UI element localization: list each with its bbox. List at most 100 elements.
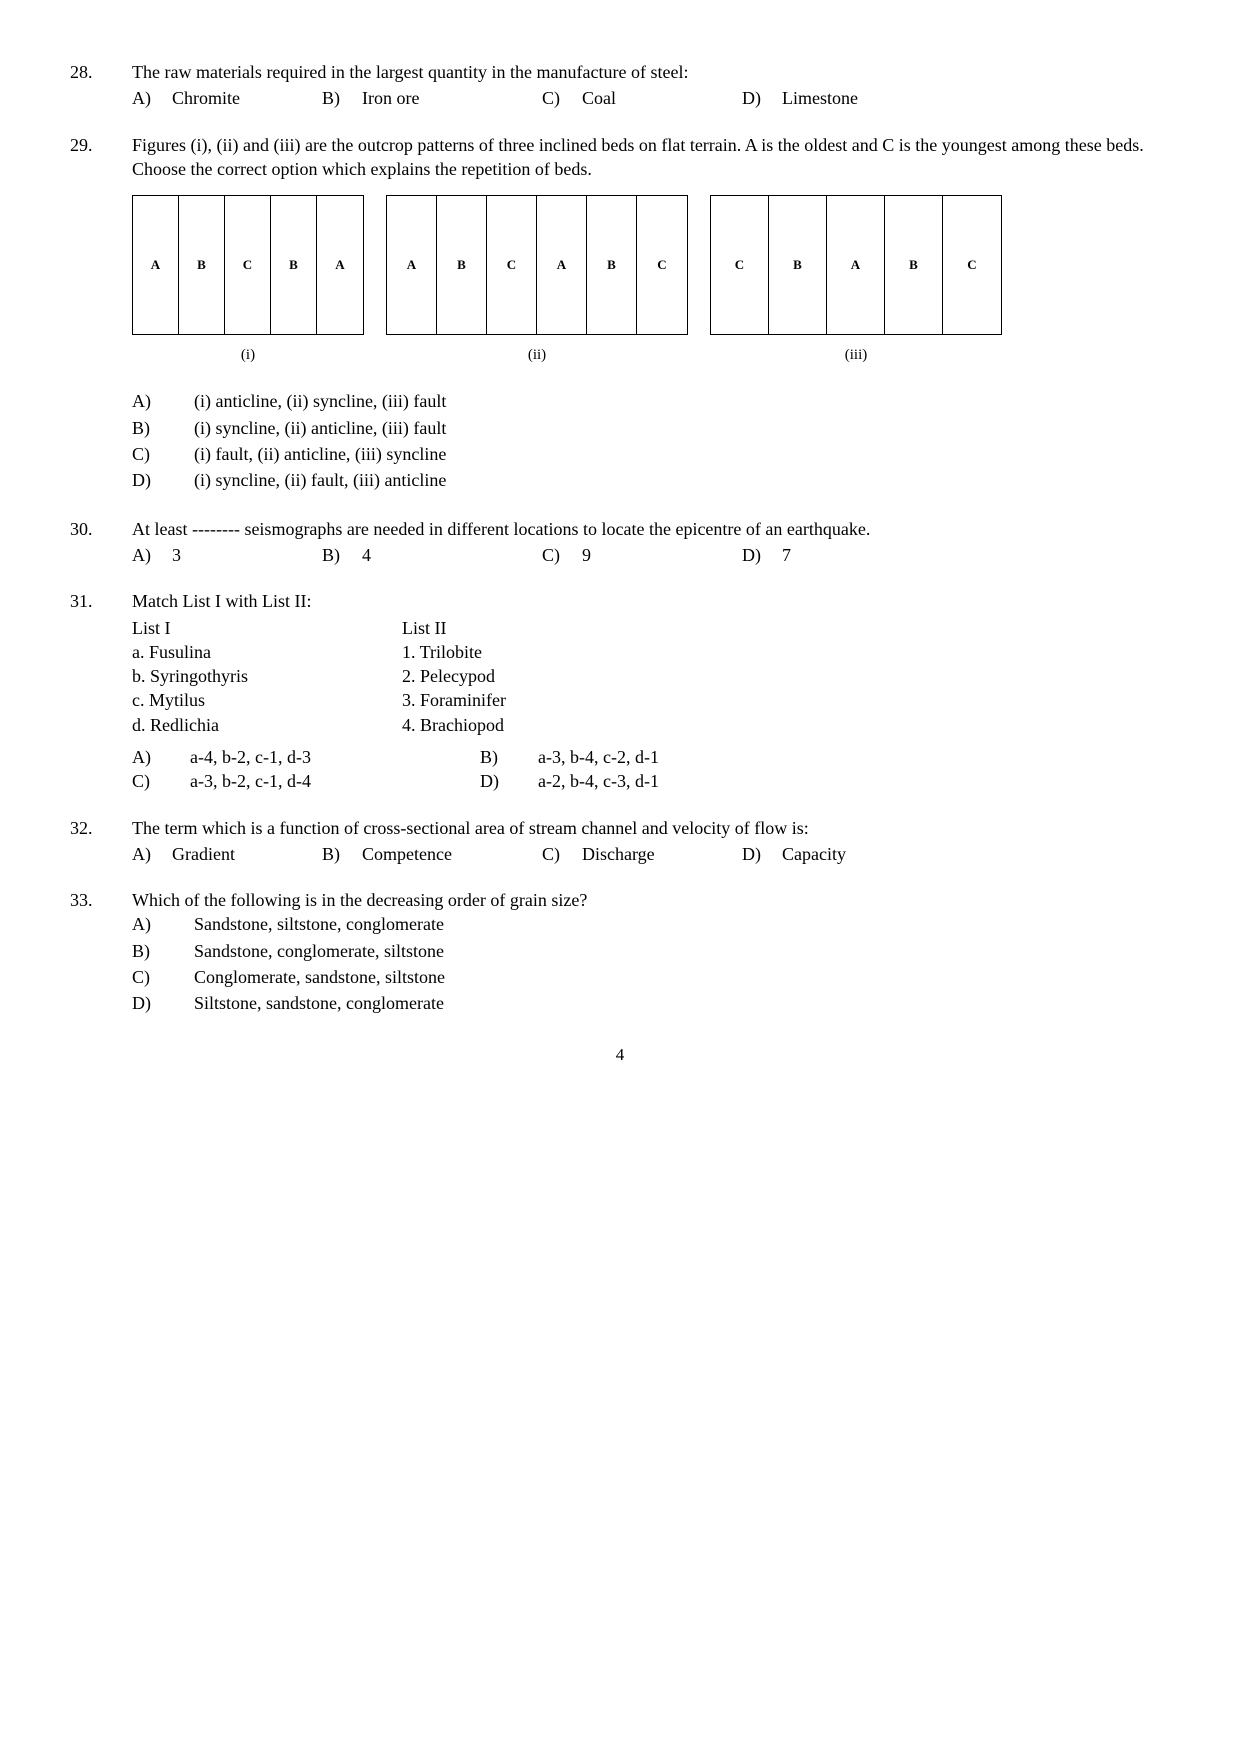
q29-opt-b-text: (i) syncline, (ii) anticline, (iii) faul… bbox=[194, 416, 446, 440]
page-number: 4 bbox=[70, 1044, 1170, 1067]
q29-opt-c-letter: C) bbox=[132, 442, 194, 466]
q31-list1-head: List I bbox=[132, 616, 402, 640]
q29-opt-d-text: (i) syncline, (ii) fault, (iii) anticlin… bbox=[194, 468, 446, 492]
question-33: 33. Which of the following is in the dec… bbox=[70, 888, 1170, 1017]
q33-opt-b-letter: B) bbox=[132, 939, 194, 963]
q29-d1-label: (i) bbox=[241, 345, 255, 365]
q32-opt-d-text: Capacity bbox=[782, 842, 846, 866]
q29-d1-cell: A bbox=[317, 196, 363, 334]
q29-opt-c-text: (i) fault, (ii) anticline, (iii) synclin… bbox=[194, 442, 446, 466]
question-32: 32. The term which is a function of cros… bbox=[70, 816, 1170, 867]
q29-d3-cell: B bbox=[885, 196, 943, 334]
q31-list1-item: d. Redlichia bbox=[132, 713, 402, 737]
question-31: 31. Match List I with List II: List I a.… bbox=[70, 589, 1170, 793]
q33-opt-a-letter: A) bbox=[132, 912, 194, 936]
q31-opt-a-text: a-4, b-2, c-1, d-3 bbox=[190, 745, 480, 769]
q30-opt-c-text: 9 bbox=[582, 543, 591, 567]
q33-opt-c-text: Conglomerate, sandstone, siltstone bbox=[194, 965, 445, 989]
q30-opt-d-letter: D) bbox=[742, 543, 782, 567]
q32-opt-c-letter: C) bbox=[542, 842, 582, 866]
q31-number: 31. bbox=[70, 589, 132, 793]
q30-opt-d-text: 7 bbox=[782, 543, 791, 567]
q32-opt-a-letter: A) bbox=[132, 842, 172, 866]
q32-opt-b-letter: B) bbox=[322, 842, 362, 866]
q29-opt-a-letter: A) bbox=[132, 389, 194, 413]
q29-d2-cell: A bbox=[537, 196, 587, 334]
q28-opt-d-letter: D) bbox=[742, 86, 782, 110]
q29-d3-label: (iii) bbox=[845, 345, 868, 365]
q29-number: 29. bbox=[70, 133, 132, 182]
q30-opt-a-text: 3 bbox=[172, 543, 181, 567]
q31-stem: Match List I with List II: bbox=[132, 589, 1170, 613]
q28-opt-a-text: Chromite bbox=[172, 86, 240, 110]
q30-stem: At least -------- seismographs are neede… bbox=[132, 517, 1170, 541]
q32-opt-a-text: Gradient bbox=[172, 842, 235, 866]
q29-stem: Figures (i), (ii) and (iii) are the outc… bbox=[132, 133, 1170, 182]
q31-opt-a-letter: A) bbox=[132, 745, 190, 769]
q31-opt-c-letter: C) bbox=[132, 769, 190, 793]
question-30: 30. At least -------- seismographs are n… bbox=[70, 517, 1170, 568]
q28-opt-c-letter: C) bbox=[542, 86, 582, 110]
q33-opt-b-text: Sandstone, conglomerate, siltstone bbox=[194, 939, 444, 963]
q31-list1-item: a. Fusulina bbox=[132, 640, 402, 664]
q29-d1-cell: B bbox=[179, 196, 225, 334]
q29-diagram-3: C B A B C bbox=[710, 195, 1002, 335]
q29-d2-cell: B bbox=[437, 196, 487, 334]
q31-opt-c-text: a-3, b-2, c-1, d-4 bbox=[190, 769, 480, 793]
q33-number: 33. bbox=[70, 888, 132, 1017]
q32-opt-b-text: Competence bbox=[362, 842, 452, 866]
question-29: 29. Figures (i), (ii) and (iii) are the … bbox=[70, 133, 1170, 495]
q33-opt-a-text: Sandstone, siltstone, conglomerate bbox=[194, 912, 444, 936]
q30-number: 30. bbox=[70, 517, 132, 568]
q31-opt-d-text: a-2, b-4, c-3, d-1 bbox=[538, 769, 659, 793]
q31-opt-d-letter: D) bbox=[480, 769, 538, 793]
q28-opt-b-text: Iron ore bbox=[362, 86, 419, 110]
q31-list1-item: c. Mytilus bbox=[132, 688, 402, 712]
q32-stem: The term which is a function of cross-se… bbox=[132, 816, 1170, 840]
q33-opt-c-letter: C) bbox=[132, 965, 194, 989]
q31-list2-item: 1. Trilobite bbox=[402, 640, 506, 664]
q29-d2-cell: C bbox=[487, 196, 537, 334]
q31-list2-item: 4. Brachiopod bbox=[402, 713, 506, 737]
q32-opt-d-letter: D) bbox=[742, 842, 782, 866]
q29-d2-cell: A bbox=[387, 196, 437, 334]
q28-number: 28. bbox=[70, 60, 132, 111]
q29-d3-cell: C bbox=[943, 196, 1001, 334]
q29-diagram-2: A B C A B C bbox=[386, 195, 688, 335]
q29-d2-cell: B bbox=[587, 196, 637, 334]
q31-list2-item: 2. Pelecypod bbox=[402, 664, 506, 688]
q29-diagrams: A B C B A (i) A B C A B C (ii) C B A bbox=[132, 195, 1170, 365]
q31-opt-b-text: a-3, b-4, c-2, d-1 bbox=[538, 745, 659, 769]
q28-opt-c-text: Coal bbox=[582, 86, 616, 110]
q31-list1-item: b. Syringothyris bbox=[132, 664, 402, 688]
question-28: 28. The raw materials required in the la… bbox=[70, 60, 1170, 111]
q31-list2-item: 3. Foraminifer bbox=[402, 688, 506, 712]
q29-d1-cell: C bbox=[225, 196, 271, 334]
q28-opt-b-letter: B) bbox=[322, 86, 362, 110]
q29-opt-a-text: (i) anticline, (ii) syncline, (iii) faul… bbox=[194, 389, 446, 413]
q33-opt-d-letter: D) bbox=[132, 991, 194, 1015]
q29-d3-cell: A bbox=[827, 196, 885, 334]
q32-number: 32. bbox=[70, 816, 132, 867]
q29-d3-cell: B bbox=[769, 196, 827, 334]
q28-opt-d-text: Limestone bbox=[782, 86, 858, 110]
q30-opt-c-letter: C) bbox=[542, 543, 582, 567]
q31-list2-head: List II bbox=[402, 616, 506, 640]
q29-diagram-1: A B C B A bbox=[132, 195, 364, 335]
q29-d1-cell: A bbox=[133, 196, 179, 334]
q29-opt-b-letter: B) bbox=[132, 416, 194, 440]
q28-opt-a-letter: A) bbox=[132, 86, 172, 110]
q32-opt-c-text: Discharge bbox=[582, 842, 655, 866]
q30-opt-b-text: 4 bbox=[362, 543, 371, 567]
q29-d2-label: (ii) bbox=[528, 345, 546, 365]
q33-stem: Which of the following is in the decreas… bbox=[132, 888, 1170, 912]
q29-d2-cell: C bbox=[637, 196, 687, 334]
q29-opt-d-letter: D) bbox=[132, 468, 194, 492]
q29-d3-cell: C bbox=[711, 196, 769, 334]
q30-opt-a-letter: A) bbox=[132, 543, 172, 567]
q29-d1-cell: B bbox=[271, 196, 317, 334]
q31-opt-b-letter: B) bbox=[480, 745, 538, 769]
q33-opt-d-text: Siltstone, sandstone, conglomerate bbox=[194, 991, 444, 1015]
q30-opt-b-letter: B) bbox=[322, 543, 362, 567]
q28-stem: The raw materials required in the larges… bbox=[132, 60, 1170, 84]
